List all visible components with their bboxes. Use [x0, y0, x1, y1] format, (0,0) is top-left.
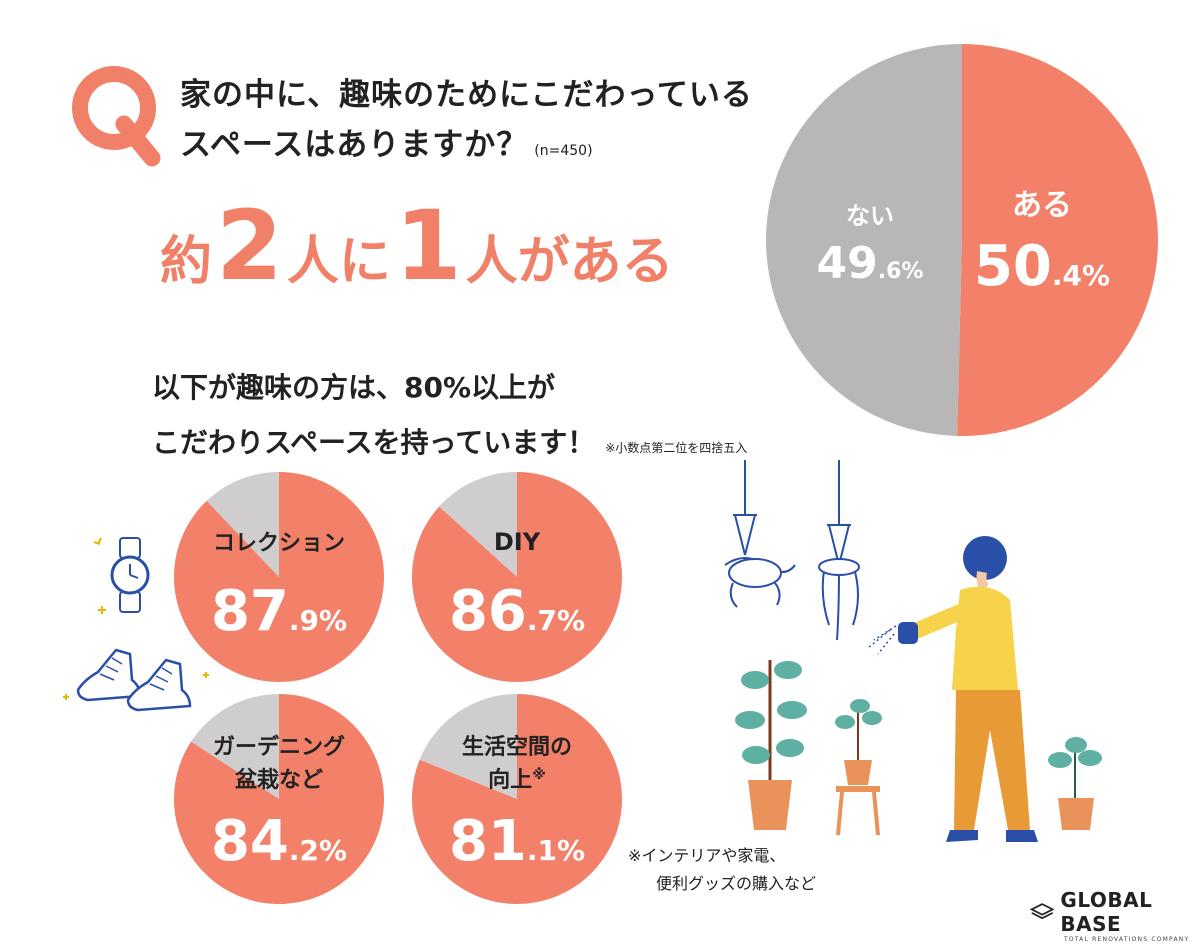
pie-diy-value: 86.7% — [449, 579, 585, 644]
subheading: 以下が趣味の方は、80%以上が こだわりスペースを持っています！ ※小数点第二位を… — [152, 360, 747, 476]
pie-living-label2-text: 向上 — [488, 767, 532, 793]
pie-collection-slice — [174, 472, 384, 682]
pie-slice-no — [766, 44, 962, 436]
pie-collection-int: 87 — [211, 579, 289, 644]
pie-diy: DIY 86.7% — [412, 472, 622, 682]
pie-living-int: 81 — [449, 809, 527, 874]
logo-cube-icon — [1030, 903, 1055, 920]
watch-icon — [93, 537, 150, 614]
pie-gardening-label: ガーデニング — [213, 734, 345, 760]
pie-value-no-int: 49 — [817, 238, 878, 289]
pie-value-yes-dec: .4% — [1052, 259, 1110, 292]
pie-collection-label: コレクション — [213, 531, 345, 556]
person-watering-icon — [867, 536, 1038, 842]
pie-diy-int: 86 — [449, 579, 527, 644]
pie-living-label2: 向上※ — [488, 767, 546, 793]
pie-living-space: 生活空間の 向上※ 81.1% — [412, 694, 622, 904]
pie-living-rest — [419, 694, 517, 799]
headline: 約2人に1人がある — [160, 190, 674, 302]
pie-label-yes: ある — [1012, 188, 1072, 223]
footnote: ※インテリアや家電、 便利グッズの購入など — [628, 842, 816, 898]
potted-plant-icon — [735, 660, 1102, 836]
pie-collection-rest — [206, 472, 279, 577]
pie-living-slice — [412, 694, 622, 904]
hanging-plant-icon — [724, 460, 860, 641]
logo-tagline: TOTAL RENOVATIONS COMPANY — [1064, 936, 1190, 943]
sneakers-icon — [63, 648, 209, 712]
sample-size: (n=450) — [534, 143, 593, 159]
pie-gardening-label2: 盆栽など — [235, 767, 323, 793]
pie-gardening-value: 84.2% — [211, 809, 347, 874]
pie-living-label: 生活空間の — [462, 734, 572, 760]
headline-part1: 約 — [160, 232, 213, 292]
pie-gardening: ガーデニング 盆栽など 84.2% — [174, 694, 384, 904]
pie-collection-dec: .9% — [289, 604, 347, 637]
question-line1: 家の中に、趣味のためにこだわっている — [180, 77, 753, 113]
pie-gardening-rest — [191, 694, 279, 799]
subheading-line1: 以下が趣味の方は、80%以上が — [152, 371, 556, 404]
q-letter — [68, 58, 168, 168]
pie-value-yes: 50.4% — [974, 234, 1110, 299]
footnote-line2: 便利グッズの購入など — [656, 874, 817, 893]
pie-gardening-int: 84 — [211, 809, 289, 874]
pie-diy-slice — [412, 472, 622, 682]
headline-num1: 2 — [216, 190, 283, 302]
main-pie-chart: ある 50.4% ない 49.6% — [766, 44, 1159, 437]
pie-slice-yes — [957, 44, 1159, 437]
headline-num2: 1 — [394, 190, 462, 302]
footnote-line1: ※インテリアや家電、 — [628, 846, 786, 865]
pie-collection-value: 87.9% — [211, 579, 347, 644]
headline-part2: 人に — [286, 232, 391, 292]
pie-value-no: 49.6% — [817, 238, 924, 289]
subheading-line2: こだわりスペースを持っています！ — [152, 426, 596, 459]
question-text: 家の中に、趣味のためにこだわっている スペースはありますか？ (n=450) — [180, 70, 753, 176]
pie-value-yes-int: 50 — [974, 234, 1052, 299]
pie-gardening-dec: .2% — [289, 834, 347, 867]
pie-diy-rest — [439, 472, 517, 577]
headline-part3: 人がある — [465, 232, 674, 292]
pie-label-no: ない — [846, 202, 894, 230]
pie-collection: コレクション 87.9% — [174, 472, 384, 682]
pie-living-dec: .1% — [527, 834, 585, 867]
rounding-note: ※小数点第二位を四捨五入 — [605, 441, 748, 455]
pie-gardening-slice — [174, 694, 384, 904]
pie-value-no-dec: .6% — [878, 259, 924, 284]
pie-living-value: 81.1% — [449, 809, 585, 874]
pie-diy-dec: .7% — [527, 604, 585, 637]
question-line2: スペースはありますか？ — [180, 127, 529, 163]
global-base-logo: GLOBAL BASE TOTAL RENOVATIONS COMPANY — [1030, 888, 1200, 943]
pie-living-sup: ※ — [532, 767, 546, 783]
pie-diy-label: DIY — [494, 528, 541, 556]
logo-name: GLOBAL BASE — [1060, 888, 1153, 936]
